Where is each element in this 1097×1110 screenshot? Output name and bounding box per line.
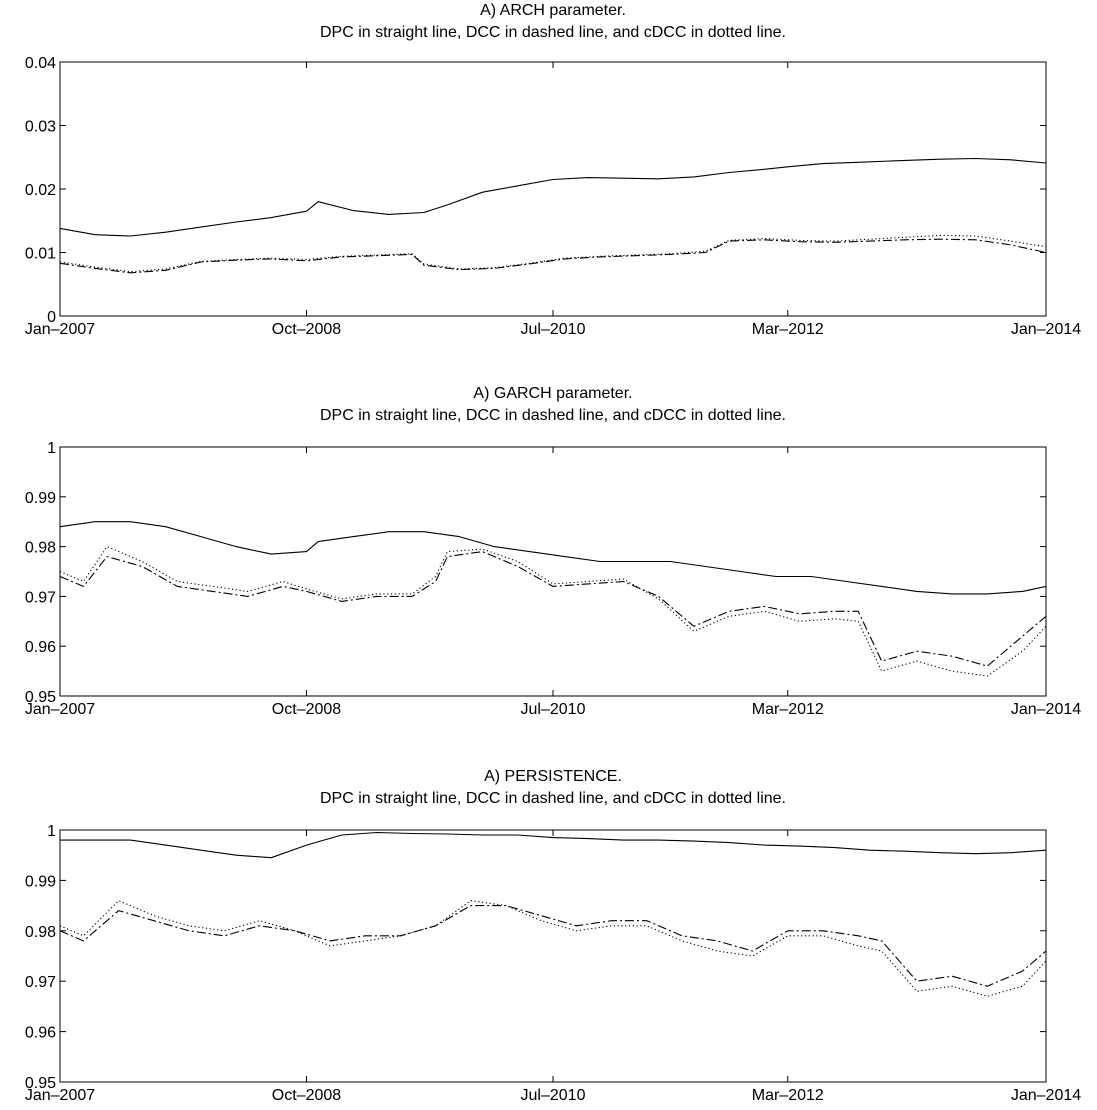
y-tick-label: 0.97 <box>25 589 56 606</box>
y-tick-label: 0.98 <box>25 924 56 941</box>
x-tick-label: Jul–2010 <box>521 1087 586 1104</box>
series-line-dcc <box>59 551 1047 667</box>
y-tick-label: 1 <box>47 440 56 457</box>
x-tick-label: Oct–2008 <box>272 1087 341 1104</box>
x-tick-label: Jan–2014 <box>1011 321 1081 338</box>
x-tick-label: Mar–2012 <box>752 701 824 718</box>
series-line-dpc <box>60 831 1047 859</box>
chart-subtitle: DPC in straight line, DCC in dashed line… <box>320 407 786 424</box>
y-tick-label: 0.98 <box>25 540 56 557</box>
y-tick-label: 0.02 <box>25 182 56 199</box>
y-tick-label: 0.95 <box>25 1075 56 1092</box>
y-tick-label: 1 <box>47 823 56 840</box>
y-tick-label: 0.97 <box>25 974 56 991</box>
x-tick-label: Jul–2010 <box>521 321 586 338</box>
chart-panel-1: A) ARCH parameter. DPC in straight line, … <box>25 2 1081 338</box>
series-line-cdcc <box>59 900 1047 997</box>
series-line-dcc <box>59 905 1047 987</box>
chart-title: A) GARCH parameter. <box>473 385 632 402</box>
chart-title: A) ARCH parameter. <box>480 2 626 19</box>
y-tick-label: 0.99 <box>25 490 56 507</box>
y-tick-label: 0.96 <box>25 639 56 656</box>
series-line-dcc <box>59 238 1047 274</box>
y-tick-label: 0.04 <box>25 55 56 72</box>
x-tick-label: Jan–2007 <box>25 321 95 338</box>
series-line-cdcc <box>59 546 1047 677</box>
y-tick-label: 0.96 <box>25 1025 56 1042</box>
series-line-dpc <box>59 521 1047 595</box>
y-tick-label: 0.95 <box>25 689 56 706</box>
chart-panel-3: A) PERSISTENCE. DPC in straight line, DCC… <box>25 768 1081 1104</box>
y-tick-label: 0.01 <box>25 246 56 263</box>
x-tick-label: Mar–2012 <box>752 1087 824 1104</box>
chart-panel-2: A) GARCH parameter. DPC in straight line,… <box>25 385 1081 718</box>
x-tick-label: Oct–2008 <box>272 701 341 718</box>
y-tick-label: 0.03 <box>25 119 56 136</box>
x-tick-label: Jan–2014 <box>1011 701 1081 718</box>
y-tick-label: 0 <box>47 309 56 326</box>
x-tick-label: Jan–2007 <box>25 1087 95 1104</box>
y-tick-label: 0.99 <box>25 873 56 890</box>
x-tick-label: Mar–2012 <box>752 321 824 338</box>
chart-subtitle: DPC in straight line, DCC in dashed line… <box>320 790 786 807</box>
series-line-dpc <box>59 157 1047 237</box>
plot-frame <box>59 446 1047 697</box>
x-tick-label: Jan–2014 <box>1011 1087 1081 1104</box>
x-tick-label: Jul–2010 <box>521 701 586 718</box>
chart-title: A) PERSISTENCE. <box>484 768 622 785</box>
chart-subtitle: DPC in straight line, DCC in dashed line… <box>320 24 786 41</box>
plot-frame <box>59 829 1047 1083</box>
series-line-cdcc <box>59 234 1047 273</box>
x-tick-label: Oct–2008 <box>272 321 341 338</box>
x-tick-label: Jan–2007 <box>25 701 95 718</box>
plot-frame <box>59 61 1047 317</box>
